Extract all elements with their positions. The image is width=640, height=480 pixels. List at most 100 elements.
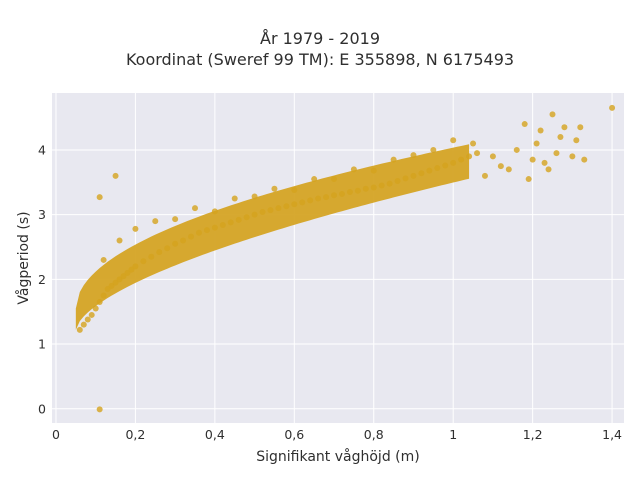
data-point bbox=[458, 156, 465, 163]
x-tick-label: 1,2 bbox=[523, 427, 543, 442]
data-point bbox=[243, 214, 250, 221]
data-point bbox=[505, 166, 512, 173]
y-tick-label: 3 bbox=[38, 207, 46, 222]
data-point bbox=[164, 245, 171, 252]
data-point bbox=[390, 156, 397, 163]
data-point bbox=[112, 172, 119, 179]
x-tick-label: 0 bbox=[52, 427, 60, 442]
data-point bbox=[430, 146, 437, 153]
data-point bbox=[573, 137, 580, 144]
data-point bbox=[112, 279, 119, 286]
data-point bbox=[188, 233, 195, 240]
data-point bbox=[418, 170, 425, 177]
data-point bbox=[442, 162, 449, 169]
data-point bbox=[386, 180, 393, 187]
data-point bbox=[331, 192, 338, 199]
data-point bbox=[172, 240, 179, 247]
data-point bbox=[577, 124, 584, 131]
data-point bbox=[203, 227, 210, 234]
data-point bbox=[497, 163, 504, 170]
data-point bbox=[370, 167, 377, 174]
data-point bbox=[120, 273, 127, 280]
data-point bbox=[140, 258, 147, 265]
dense-point-band bbox=[75, 144, 470, 330]
data-point bbox=[235, 216, 242, 223]
data-point bbox=[354, 187, 361, 194]
data-points bbox=[76, 104, 616, 413]
data-point bbox=[362, 185, 369, 192]
chart-subtitle: Koordinat (Sweref 99 TM): E 355898, N 61… bbox=[125, 50, 515, 69]
data-point bbox=[338, 190, 345, 197]
data-point bbox=[152, 218, 159, 225]
data-point bbox=[331, 176, 338, 183]
data-point bbox=[545, 166, 552, 173]
data-point bbox=[470, 140, 477, 147]
data-point bbox=[541, 159, 548, 166]
y-tick-label: 2 bbox=[38, 272, 46, 287]
data-point bbox=[378, 182, 385, 189]
data-point bbox=[561, 124, 568, 131]
data-point bbox=[156, 249, 163, 256]
data-point bbox=[104, 286, 111, 293]
x-tick-label: 0,6 bbox=[284, 427, 304, 442]
chart-title: År 1979 - 2019 bbox=[260, 29, 380, 48]
data-point bbox=[231, 195, 238, 202]
data-point bbox=[434, 165, 441, 172]
data-point bbox=[569, 153, 576, 160]
data-point bbox=[474, 150, 481, 157]
data-point bbox=[132, 263, 139, 270]
data-point bbox=[450, 159, 457, 166]
data-point bbox=[489, 153, 496, 160]
data-point bbox=[410, 172, 417, 179]
data-point bbox=[291, 187, 298, 194]
data-point bbox=[466, 153, 473, 160]
data-point bbox=[100, 256, 107, 263]
data-point bbox=[609, 104, 616, 111]
data-point bbox=[132, 225, 139, 232]
x-axis-label: Signifikant våghöjd (m) bbox=[256, 448, 419, 465]
data-point bbox=[80, 321, 87, 328]
data-point bbox=[521, 121, 528, 128]
data-point bbox=[525, 176, 532, 183]
data-point bbox=[76, 326, 83, 333]
data-point bbox=[370, 184, 377, 191]
x-axis-ticks: 0 0,2 0,4 0,6 0,8 1 1,2 1,4 bbox=[52, 427, 622, 442]
data-point bbox=[481, 172, 488, 179]
x-tick-label: 0,2 bbox=[125, 427, 145, 442]
data-point bbox=[291, 201, 298, 208]
data-point bbox=[394, 178, 401, 184]
data-point bbox=[124, 269, 131, 276]
data-point bbox=[251, 211, 258, 218]
data-point bbox=[88, 311, 95, 318]
data-point bbox=[299, 199, 306, 206]
data-point bbox=[557, 134, 564, 140]
y-tick-label: 0 bbox=[38, 401, 46, 416]
x-tick-label: 0,4 bbox=[205, 427, 225, 442]
y-axis-label: Vågperiod (s) bbox=[15, 211, 32, 304]
data-point bbox=[259, 209, 266, 216]
data-point bbox=[267, 207, 274, 214]
data-point bbox=[84, 316, 91, 323]
data-point bbox=[307, 197, 314, 204]
y-tick-label: 4 bbox=[38, 142, 46, 157]
data-point bbox=[251, 193, 258, 200]
data-point bbox=[283, 203, 290, 210]
data-point bbox=[192, 205, 198, 212]
point-cloud bbox=[75, 144, 470, 330]
data-point bbox=[219, 222, 226, 228]
data-point bbox=[195, 229, 202, 236]
data-point bbox=[533, 140, 540, 147]
data-point bbox=[553, 150, 560, 157]
x-tick-label: 1 bbox=[449, 427, 457, 442]
data-point bbox=[581, 156, 588, 163]
data-point bbox=[116, 276, 123, 283]
data-point bbox=[450, 137, 457, 144]
data-point bbox=[148, 253, 155, 260]
data-point bbox=[410, 152, 417, 159]
data-point bbox=[529, 156, 536, 163]
data-point bbox=[426, 167, 433, 174]
data-point bbox=[96, 194, 103, 201]
x-tick-label: 1,4 bbox=[602, 427, 622, 442]
grid-lines bbox=[52, 93, 624, 423]
data-point bbox=[108, 282, 115, 289]
